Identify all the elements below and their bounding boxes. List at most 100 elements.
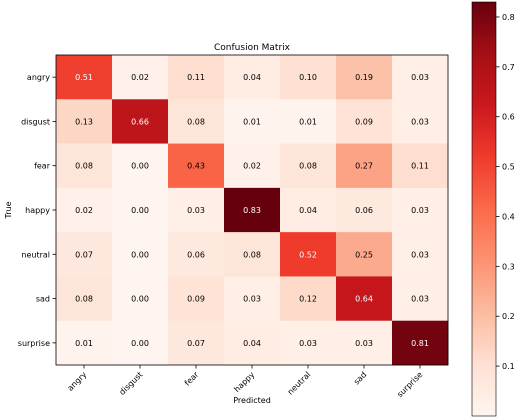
cell-value-label: 0.04 [243,339,261,348]
heatmap-cell [112,276,169,322]
heatmap-cell [56,99,113,144]
heatmap-cell [392,55,449,100]
cell-value-label: 0.03 [411,250,429,259]
cell-value-label: 0.08 [243,250,261,259]
heatmap-cell [336,55,393,100]
cell-value-label: 0.08 [187,117,205,126]
heatmap-cell [56,232,113,277]
y-axis-label: True [4,201,13,219]
cell-value-label: 0.09 [187,295,205,304]
heatmap-cell [336,99,393,144]
cell-value-label: 0.02 [131,73,149,82]
heatmap-cell [56,187,113,233]
cell-value-label: 0.12 [299,295,317,304]
cell-value-label: 0.00 [131,295,149,304]
heatmap-cell [280,143,337,189]
cell-value-label: 0.03 [411,73,429,82]
cell-value-label: 0.52 [299,250,317,259]
y-tick-label: happy [25,206,50,215]
colorbar-tick-label: 0.8 [502,13,515,22]
heatmap-cell [224,99,281,144]
heatmap-cell [224,187,281,233]
chart-title: Confusion Matrix [214,43,291,53]
heatmap-cell [112,55,169,100]
heatmap-cell [336,276,393,322]
cell-value-label: 0.03 [411,206,429,215]
cell-value-label: 0.10 [299,73,317,82]
heatmap-cell [168,232,225,277]
cell-value-labels: 0.51 0.02 0.11 0.04 0.10 0.19 0.03 0.13 0.66 0.08… [75,73,429,348]
heatmap-cell [168,55,225,100]
heatmap-cell [336,320,393,366]
y-tick-label: fear [34,162,51,171]
heatmap-cell [280,187,337,233]
x-axis-ticks: angry disgust fear happy neutral sad surprise [66,365,424,399]
x-tick-label: neutral [286,370,313,397]
cell-value-label: 0.03 [411,117,429,126]
heatmap-cell [280,276,337,322]
cell-value-label: 0.09 [355,117,373,126]
colorbar-tick-label: 0.3 [502,262,515,271]
cell-value-label: 0.43 [187,162,205,171]
heatmap-cell [392,276,449,322]
heatmap-cell [112,232,169,277]
cell-value-label: 0.64 [355,295,373,304]
colorbar-tick-label: 0.7 [502,63,515,72]
heatmap-cell [280,99,337,144]
x-axis-label: Predicted [233,396,271,405]
heatmap-cell [392,99,449,144]
cell-value-label: 0.08 [299,162,317,171]
x-tick-label: happy [232,370,256,394]
cell-value-label: 0.04 [299,206,317,215]
y-tick-label: sad [36,295,50,304]
y-tick-label: disgust [21,117,50,126]
heatmap-cell [392,187,449,233]
cell-value-label: 0.07 [187,339,205,348]
cell-value-label: 0.19 [355,73,373,82]
heatmap-cell [168,320,225,366]
y-axis-ticks: angry disgust fear happy neutral sad surprise [18,73,56,348]
colorbar-ticks: 0.1 0.2 0.3 0.4 0.5 0.6 0.7 0.8 [496,13,515,371]
heatmap-cell [112,99,169,144]
cell-value-label: 0.25 [355,250,373,259]
heatmap-cells [56,55,449,366]
heatmap-cell [224,55,281,100]
heatmap-cell [168,276,225,322]
x-tick-label: surprise [395,370,424,399]
cell-value-label: 0.03 [411,295,429,304]
cell-value-label: 0.03 [355,339,373,348]
cell-value-label: 0.08 [75,295,93,304]
colorbar-tick-label: 0.4 [502,212,515,221]
cell-value-label: 0.13 [75,117,93,126]
y-tick-label: neutral [21,250,50,259]
heatmap-cell [112,320,169,366]
heatmap-cell [280,320,337,366]
colorbar-gradient [471,1,497,417]
colorbar-tick-label: 0.1 [502,362,515,371]
heatmap-cell [56,276,113,322]
cell-value-label: 0.07 [75,250,93,259]
cell-value-label: 0.01 [75,339,93,348]
x-tick-label: sad [352,370,368,386]
heatmap-cell [392,143,449,189]
colorbar-tick-label: 0.6 [502,113,515,122]
cell-value-label: 0.00 [131,339,149,348]
cell-value-label: 0.02 [75,206,93,215]
colorbar-tick-label: 0.2 [502,312,515,321]
y-tick-label: surprise [18,339,50,348]
cell-value-label: 0.03 [187,206,205,215]
heatmap-cell [224,143,281,189]
x-tick-label: angry [66,370,89,393]
cell-value-label: 0.00 [131,206,149,215]
heatmap-cell [168,143,225,189]
heatmap-cell [280,55,337,100]
heatmap-cell [112,143,169,189]
heatmap-cell [336,232,393,277]
cell-value-label: 0.03 [299,339,317,348]
heatmap-cell [280,232,337,277]
cell-value-label: 0.27 [355,162,373,171]
heatmap-cell [336,187,393,233]
cell-value-label: 0.06 [355,206,373,215]
cell-value-label: 0.83 [243,206,261,215]
cell-value-label: 0.51 [75,73,93,82]
